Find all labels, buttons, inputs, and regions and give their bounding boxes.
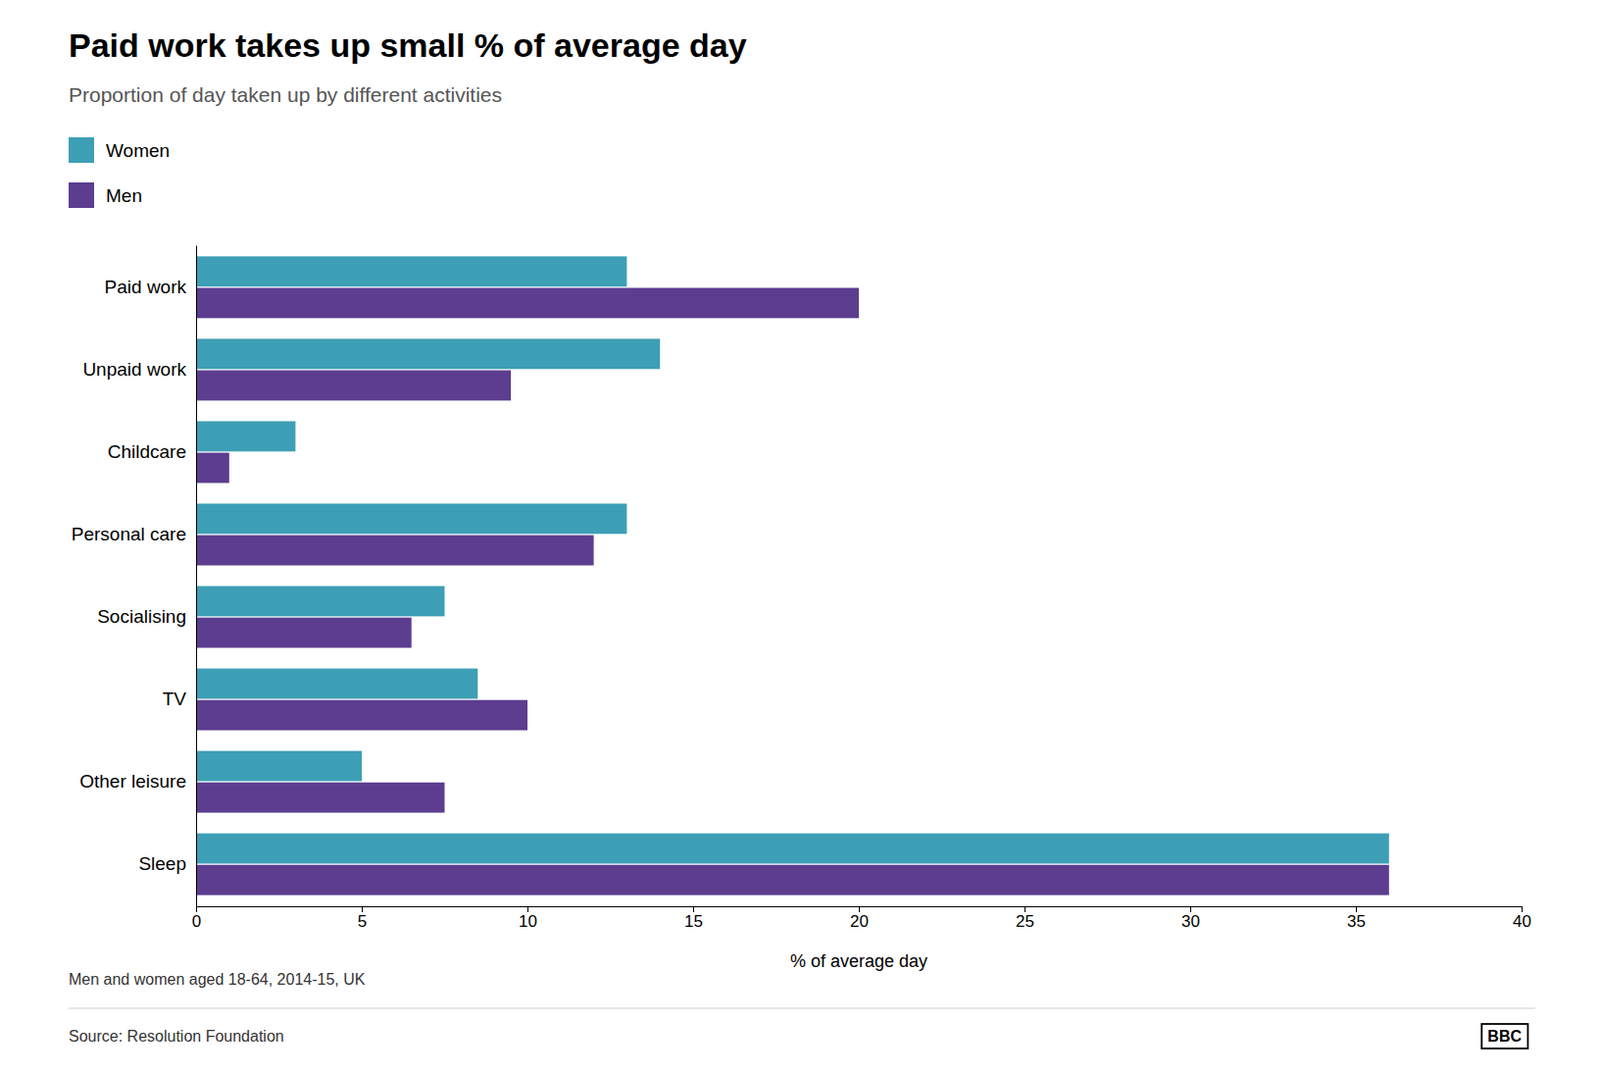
y-tick: Other leisure [79, 770, 187, 792]
x-tick: 35 [1347, 905, 1366, 931]
legend-item: Women [68, 137, 170, 163]
x-tick: 15 [684, 905, 703, 931]
y-tick-label: Other leisure [79, 770, 187, 792]
legend: Women Men [68, 137, 170, 208]
y-tick: Personal care [71, 523, 187, 545]
legend-label: Women [105, 140, 170, 161]
title: Paid work takes up small % of average da… [68, 26, 748, 64]
x-tick: 0 [192, 905, 201, 931]
y-tick-label: TV [162, 688, 188, 709]
bar-series [196, 255, 1390, 863]
y-tick-label: Unpaid work [82, 358, 187, 380]
bar [196, 586, 446, 617]
subtitle: Proportion of day taken up by different … [68, 83, 502, 106]
bar [196, 420, 296, 451]
x-tick: 40 [1512, 905, 1532, 931]
bar [196, 288, 859, 319]
x-tick-label: 10 [518, 911, 538, 931]
bar [196, 700, 528, 731]
bar [196, 535, 595, 566]
y-axis: Paid work Unpaid work Childcare Personal ca… [71, 246, 198, 907]
x-tick-label: 40 [1512, 911, 1532, 931]
bar [196, 864, 1390, 896]
y-tick: Socialising [97, 605, 187, 627]
x-tick-label: 15 [684, 911, 703, 931]
bars [196, 255, 1390, 895]
logo-box [1481, 1023, 1528, 1049]
x-tick-label: 20 [850, 911, 869, 931]
x-tick: 20 [850, 905, 869, 931]
y-tick: Sleep [138, 852, 187, 874]
y-axis-line [196, 246, 198, 907]
bar [196, 370, 511, 401]
x-tick: 10 [518, 905, 538, 931]
bar [196, 617, 412, 649]
x-tick-label: 25 [1015, 911, 1035, 931]
logo-text: BBC [1487, 1027, 1522, 1045]
bar [196, 750, 362, 782]
legend-swatch [68, 182, 95, 208]
bar [196, 338, 660, 369]
y-tick-label: Paid work [104, 276, 188, 298]
x-axis-title: % of average day [790, 950, 928, 971]
y-tick-label: Socialising [97, 605, 187, 627]
logo: BBC [1481, 1023, 1528, 1049]
y-tick: Paid work [104, 276, 188, 298]
source: Source: Resolution Foundation [68, 1027, 285, 1045]
y-tick: TV [162, 688, 188, 709]
bar [196, 452, 230, 484]
y-tick: Childcare [107, 441, 187, 462]
x-axis: 0 5 10 15 20 25 30 35 40 [192, 905, 1532, 931]
x-tick-label: 5 [357, 911, 367, 931]
x-tick: 5 [357, 905, 367, 931]
x-tick: 30 [1181, 905, 1200, 931]
y-tick-label: Sleep [138, 852, 187, 874]
chart-svg: Paid work takes up small % of average da… [0, 0, 1600, 1073]
y-tick: Unpaid work [82, 358, 187, 380]
x-tick: 25 [1015, 905, 1035, 931]
x-tick-label: 30 [1181, 911, 1200, 931]
bar [196, 782, 446, 813]
bar [196, 255, 627, 287]
bar-series [196, 288, 1390, 896]
footnote: Men and women aged 18-64, 2014-15, UK [68, 970, 366, 988]
bar [196, 502, 627, 534]
legend-label: Men [105, 185, 143, 206]
background [0, 0, 1600, 1073]
bar [196, 668, 478, 700]
plot: 0 5 10 15 20 25 30 35 40 % of average day Paid wor… [71, 246, 1532, 972]
bar [196, 833, 1390, 864]
x-tick-label: 35 [1347, 911, 1366, 931]
x-tick-label: 0 [192, 911, 201, 931]
legend-swatch [68, 137, 95, 163]
rule [68, 1006, 1536, 1008]
y-tick-label: Childcare [107, 441, 187, 462]
legend-item: Men [68, 182, 143, 208]
y-tick-label: Personal care [71, 523, 187, 545]
